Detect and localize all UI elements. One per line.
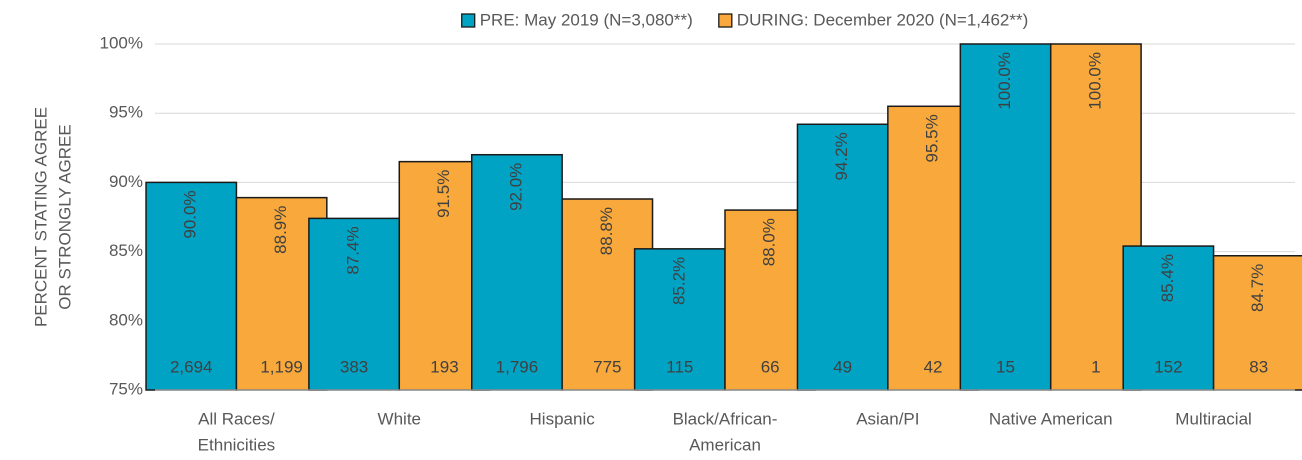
x-tick-label: All Races/ [198, 409, 275, 428]
count-label: 152 [1154, 357, 1182, 376]
bar [471, 153, 563, 391]
y-tick-label: 85% [109, 241, 143, 260]
y-tick-label: 95% [109, 103, 143, 122]
value-label: 100.0% [1085, 52, 1104, 110]
value-label: 88.9% [271, 206, 290, 254]
bar [633, 248, 726, 391]
count-label: 1,796 [496, 357, 539, 376]
legend-swatch [718, 13, 733, 28]
count-label: 15 [996, 357, 1015, 376]
x-tick-label: Asian/PI [856, 409, 919, 428]
x-tick-label: American [689, 435, 761, 454]
bar [1122, 245, 1215, 391]
value-label: 88.8% [597, 207, 616, 255]
value-label: 84.7% [1248, 264, 1267, 312]
y-tick-label: 100% [100, 33, 143, 52]
x-tick-label: Native American [989, 409, 1113, 428]
y-tick-label: 75% [109, 379, 143, 398]
y-tick-label: 90% [109, 172, 143, 191]
y-axis-label: PERCENT STATING AGREE [31, 107, 50, 327]
value-label: 94.2% [832, 132, 851, 180]
x-tick-label: White [378, 409, 421, 428]
x-tick-label: Hispanic [530, 409, 596, 428]
legend-item: DURING: December 2020 (N=1,462**) [718, 10, 1028, 29]
count-label: 193 [430, 357, 458, 376]
value-label: 91.5% [434, 170, 453, 218]
bar [959, 43, 1052, 391]
bar [1212, 255, 1302, 391]
legend-item: PRE: May 2019 (N=3,080**) [461, 10, 693, 29]
count-label: 1,199 [260, 357, 303, 376]
y-tick-label: 80% [109, 310, 143, 329]
value-label: 88.0% [760, 218, 779, 266]
count-label: 1 [1091, 357, 1100, 376]
count-label: 383 [340, 357, 368, 376]
count-label: 115 [666, 357, 693, 376]
value-label: 85.4% [1158, 254, 1177, 302]
value-label: 92.0% [506, 163, 525, 211]
value-label: 90.0% [181, 190, 200, 238]
legend-label: PRE: May 2019 (N=3,080**) [480, 10, 693, 29]
count-label: 83 [1249, 357, 1268, 376]
count-label: 775 [593, 357, 621, 376]
value-label: 87.4% [344, 226, 363, 274]
legend-swatch [461, 13, 476, 28]
value-label: 95.5% [923, 114, 942, 162]
count-label: 2,694 [170, 357, 213, 376]
value-label: 100.0% [995, 52, 1014, 110]
count-label: 42 [924, 357, 943, 376]
y-axis-label: OR STRONGLY AGREE [55, 124, 74, 309]
count-label: 49 [833, 357, 852, 376]
x-tick-label: Black/African- [673, 409, 778, 428]
x-tick-label: Ethnicities [198, 435, 275, 454]
value-label: 85.2% [669, 257, 688, 305]
count-label: 66 [761, 357, 780, 376]
x-tick-label: Multiracial [1175, 409, 1252, 428]
legend-label: DURING: December 2020 (N=1,462**) [737, 10, 1028, 29]
